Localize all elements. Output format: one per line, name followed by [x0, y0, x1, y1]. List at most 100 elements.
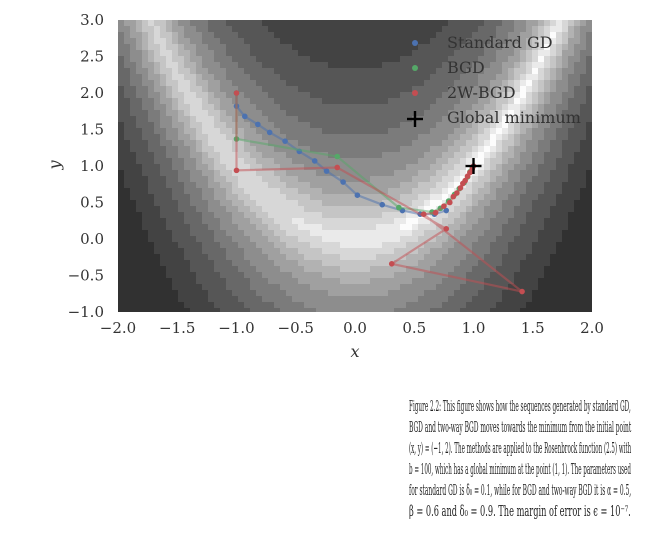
contour-cell	[586, 230, 592, 237]
contour-cell	[136, 278, 143, 285]
contour-cell	[544, 236, 551, 243]
contour-cell	[508, 260, 515, 267]
contour-cell	[130, 182, 137, 189]
contour-cell	[490, 242, 497, 249]
contour-cell	[262, 122, 269, 129]
contour-cell	[166, 248, 173, 255]
contour-cell	[442, 116, 449, 123]
contour-cell	[208, 170, 215, 177]
contour-cell	[148, 62, 155, 69]
contour-cell	[226, 86, 233, 93]
contour-cell	[124, 80, 131, 87]
contour-cell	[226, 92, 233, 99]
contour-cell	[220, 236, 227, 243]
contour-cell	[574, 236, 581, 243]
contour-cell	[316, 140, 323, 147]
contour-cell	[538, 266, 545, 273]
contour-cell	[376, 242, 383, 249]
contour-cell	[268, 182, 275, 189]
contour-cell	[346, 20, 353, 27]
contour-cell	[394, 182, 401, 189]
contour-cell	[274, 194, 281, 201]
contour-cell	[436, 176, 443, 183]
contour-cell	[370, 134, 377, 141]
contour-cell	[316, 230, 323, 237]
contour-cell	[526, 158, 533, 165]
contour-cell	[490, 152, 497, 159]
contour-cell	[124, 296, 131, 303]
contour-cell	[184, 86, 191, 93]
contour-cell	[556, 194, 563, 201]
contour-cell	[322, 296, 329, 303]
contour-cell	[214, 32, 221, 39]
contour-cell	[490, 164, 497, 171]
contour-cell	[280, 50, 287, 57]
contour-cell	[238, 122, 245, 129]
contour-cell	[364, 26, 371, 33]
contour-cell	[136, 20, 143, 27]
contour-cell	[136, 284, 143, 291]
contour-cell	[484, 32, 491, 39]
contour-cell	[298, 218, 305, 225]
contour-cell	[370, 272, 377, 279]
contour-cell	[526, 308, 533, 312]
contour-cell	[502, 20, 509, 27]
contour-cell	[484, 194, 491, 201]
contour-cell	[460, 116, 467, 123]
contour-cell	[256, 206, 263, 213]
contour-cell	[526, 74, 533, 81]
contour-cell	[286, 86, 293, 93]
contour-cell	[346, 236, 353, 243]
contour-cell	[388, 104, 395, 111]
contour-cell	[472, 248, 479, 255]
contour-cell	[448, 116, 455, 123]
contour-cell	[178, 278, 185, 285]
contour-cell	[376, 50, 383, 57]
contour-cell	[406, 164, 413, 171]
contour-cell	[526, 236, 533, 243]
contour-cell	[334, 266, 341, 273]
contour-cell	[130, 176, 137, 183]
contour-cell	[160, 242, 167, 249]
contour-cell	[340, 212, 347, 219]
contour-cell	[424, 236, 431, 243]
contour-cell	[226, 200, 233, 207]
contour-cell	[178, 32, 185, 39]
contour-cell	[190, 104, 197, 111]
contour-cell	[238, 218, 245, 225]
standard-gd-path	[235, 93, 447, 216]
contour-cell	[508, 200, 515, 207]
contour-cell	[568, 260, 575, 267]
contour-cell	[550, 224, 557, 231]
contour-cell	[394, 26, 401, 33]
contour-cell	[322, 212, 329, 219]
contour-cell	[526, 134, 533, 141]
contour-cell	[274, 182, 281, 189]
contour-cell	[496, 110, 503, 117]
contour-cell	[472, 116, 479, 123]
contour-cell	[436, 110, 443, 117]
contour-cell	[232, 44, 239, 51]
contour-cell	[340, 20, 347, 27]
2w-bgd-point	[441, 203, 447, 209]
contour-cell	[262, 236, 269, 243]
contour-cell	[322, 110, 329, 117]
contour-cell	[220, 20, 227, 27]
contour-cell	[238, 20, 245, 27]
contour-cell	[364, 80, 371, 87]
contour-cell	[214, 164, 221, 171]
contour-cell	[310, 248, 317, 255]
contour-cell	[412, 86, 419, 93]
contour-cell	[190, 290, 197, 297]
contour-cell	[202, 116, 209, 123]
contour-cell	[130, 158, 137, 165]
contour-cell	[580, 254, 587, 261]
contour-cell	[448, 206, 455, 213]
contour-cell	[172, 248, 179, 255]
contour-cell	[280, 38, 287, 45]
contour-cell	[580, 80, 587, 87]
contour-cell	[562, 146, 569, 153]
contour-cell	[268, 236, 275, 243]
contour-cell	[370, 236, 377, 243]
contour-cell	[502, 188, 509, 195]
